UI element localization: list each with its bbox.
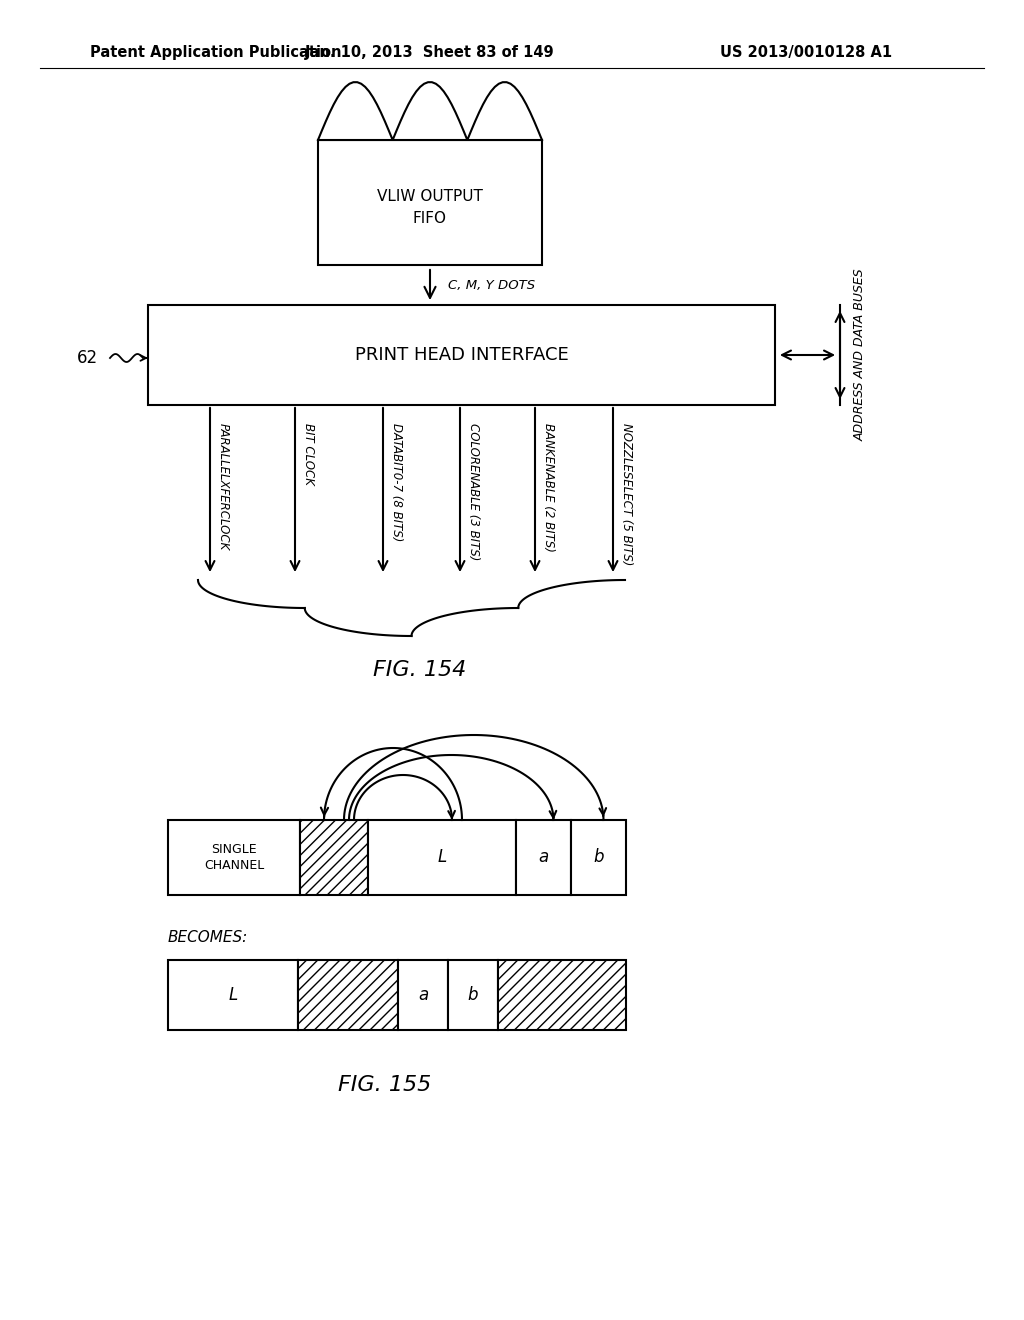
Text: SINGLE
CHANNEL: SINGLE CHANNEL [204, 843, 264, 873]
Text: 62: 62 [77, 348, 98, 367]
Bar [300, 820, 368, 895]
Text: BIT CLOCK: BIT CLOCK [302, 422, 315, 484]
Bar [498, 960, 626, 1030]
Text: FIG. 154: FIG. 154 [374, 660, 467, 680]
Text: L: L [437, 849, 446, 866]
Bar [168, 960, 298, 1030]
Text: BECOMES:: BECOMES: [168, 931, 248, 945]
Text: ADDRESS AND DATA BUSES: ADDRESS AND DATA BUSES [853, 269, 866, 441]
Text: L: L [228, 986, 238, 1005]
Text: C, M, Y DOTS: C, M, Y DOTS [449, 279, 536, 292]
Text: Jan. 10, 2013  Sheet 83 of 149: Jan. 10, 2013 Sheet 83 of 149 [305, 45, 555, 59]
Text: NOZZLESELECT (5 BITS): NOZZLESELECT (5 BITS) [620, 422, 633, 565]
Text: b: b [593, 849, 604, 866]
Bar [168, 820, 300, 895]
Bar [449, 960, 498, 1030]
Text: b: b [468, 986, 478, 1005]
Bar [368, 820, 516, 895]
Text: VLIW OUTPUT
FIFO: VLIW OUTPUT FIFO [377, 189, 483, 226]
Bar [148, 305, 775, 405]
Bar [571, 820, 626, 895]
Text: COLORENABLE (3 BITS): COLORENABLE (3 BITS) [467, 422, 480, 561]
Polygon shape [318, 82, 542, 140]
Text: US 2013/0010128 A1: US 2013/0010128 A1 [720, 45, 892, 59]
Bar [516, 820, 571, 895]
Text: PRINT HEAD INTERFACE: PRINT HEAD INTERFACE [354, 346, 568, 364]
Text: PARALLELXFERCLOCK: PARALLELXFERCLOCK [217, 422, 230, 550]
Bar [298, 960, 398, 1030]
Text: BANKENABLE (2 BITS): BANKENABLE (2 BITS) [542, 422, 555, 552]
Bar [318, 140, 542, 265]
Text: Patent Application Publication: Patent Application Publication [90, 45, 341, 59]
Text: a: a [539, 849, 549, 866]
Text: FIG. 155: FIG. 155 [338, 1074, 432, 1096]
Text: a: a [418, 986, 428, 1005]
Text: DATABIT0-7 (8 BITS): DATABIT0-7 (8 BITS) [390, 422, 403, 541]
Bar [398, 960, 449, 1030]
